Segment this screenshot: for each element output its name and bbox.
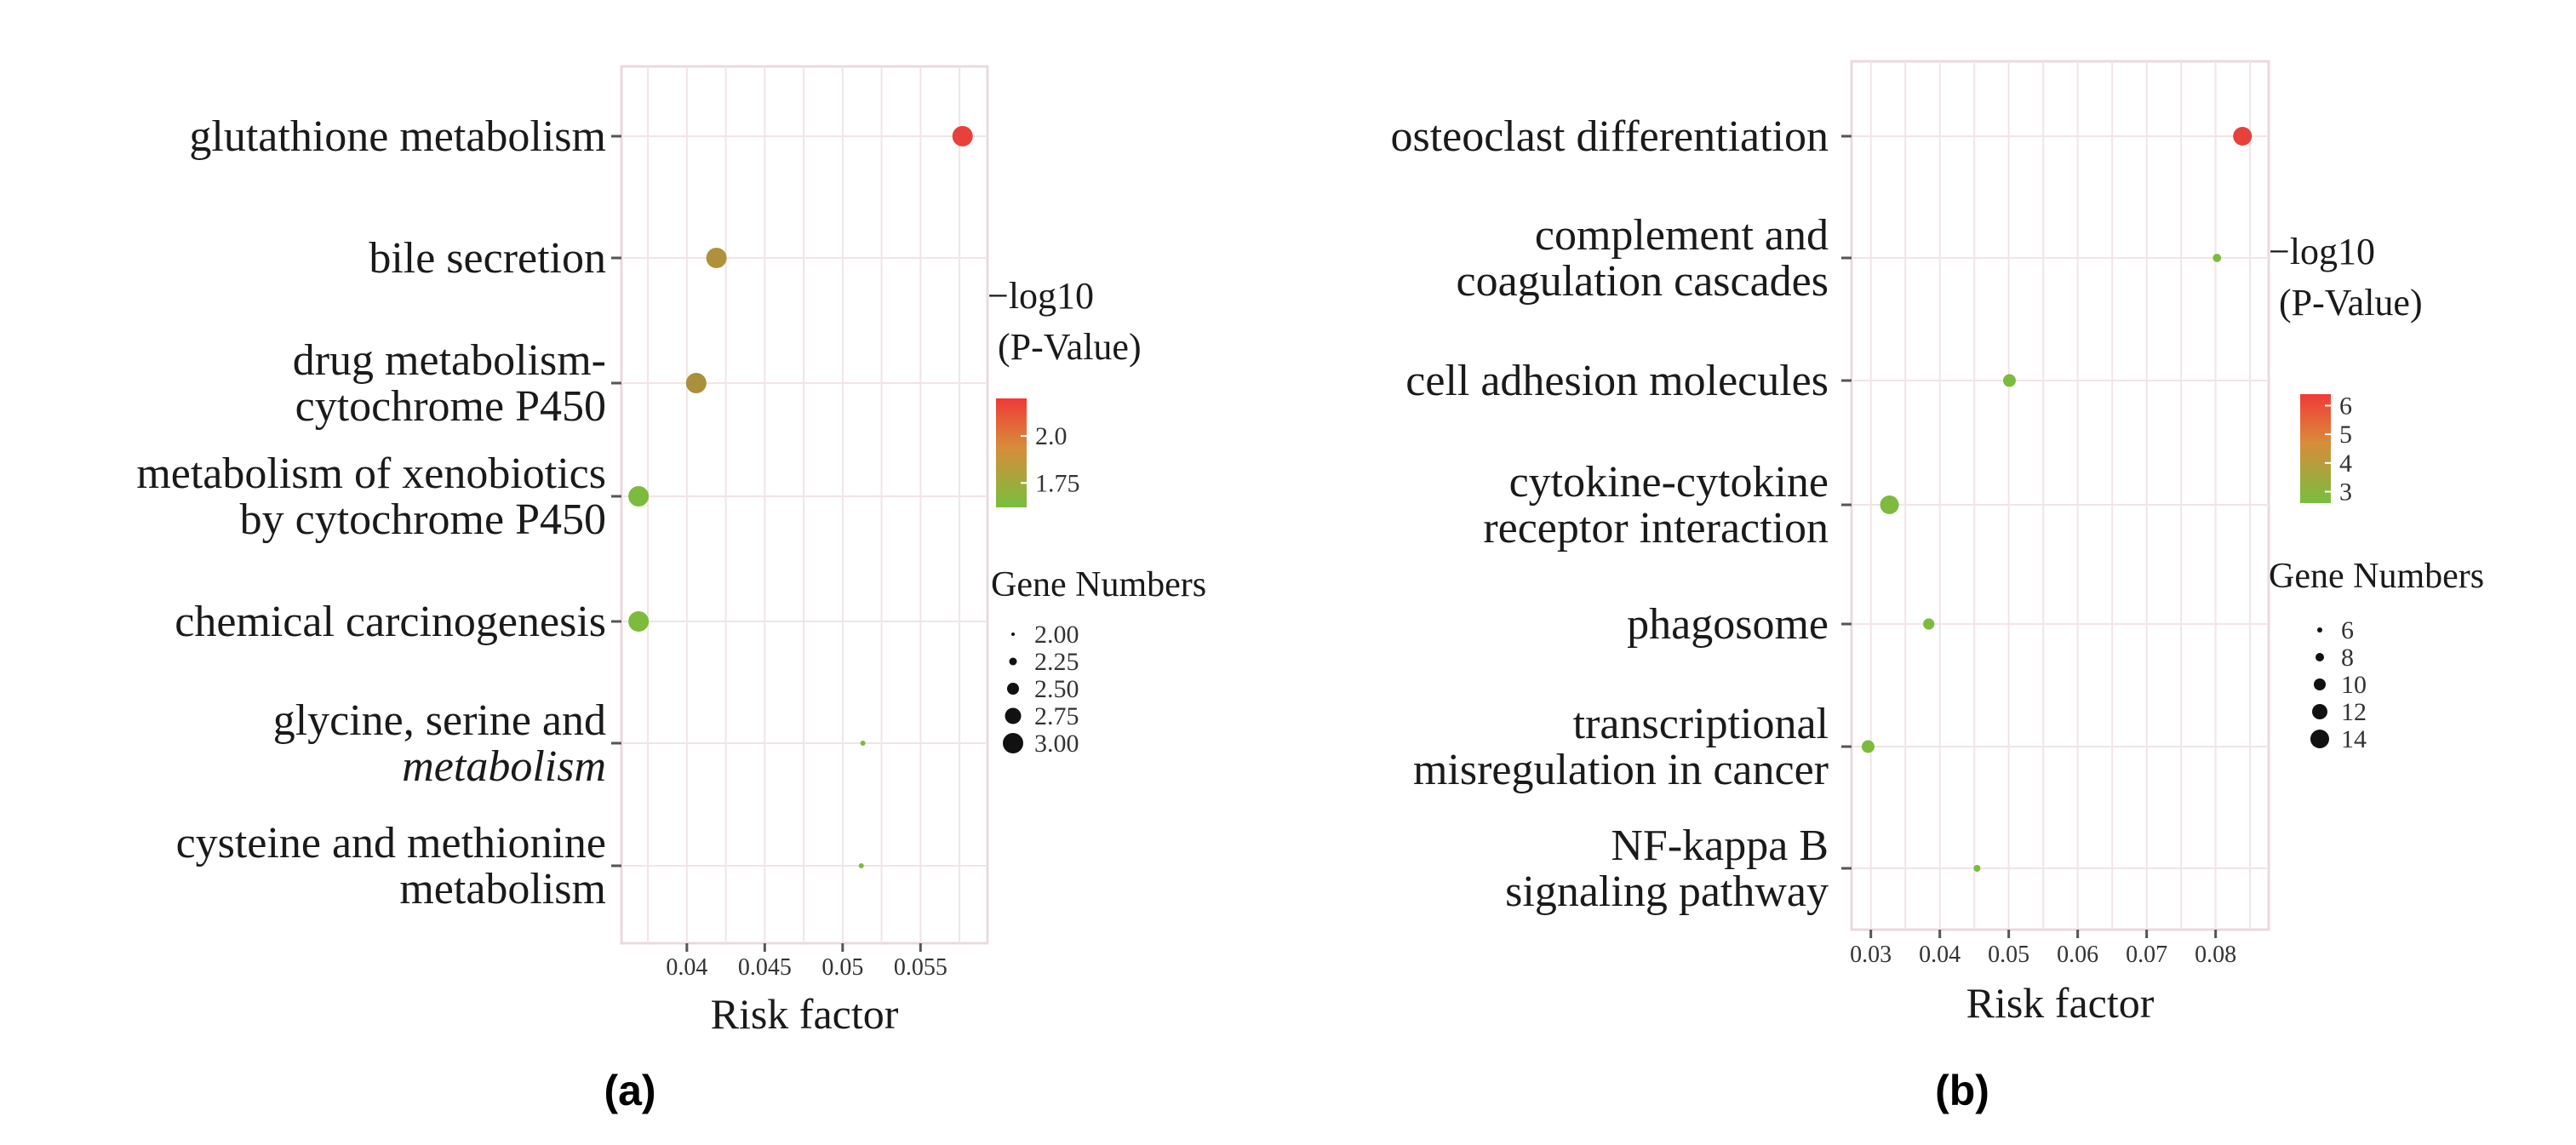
size-legend-label: 14 [2341,725,2367,753]
category-label: NF-kappa B [1611,822,1829,870]
chart-panel-b: 0.03 0.04 0.05 0.06 0.07 0.08 osteoclast diffe… [1390,60,2484,1114]
size-legend-label: 2.00 [1034,621,1079,649]
category-label: cell adhesion molecules [1405,357,1829,405]
category-label: cysteine and methionine [176,819,606,867]
size-legend-label: 12 [2341,698,2367,726]
x-tick-label: 0.06 [2057,942,2098,968]
x-axis-label: Risk factor [711,990,899,1038]
category-label: drug metabolism- [293,336,606,385]
colorbar-title: (P-Value) [998,326,1142,368]
size-legend-label: 2.25 [1034,648,1079,676]
colorbar-title: (P-Value) [2279,282,2423,323]
size-legend-dot [1007,683,1019,695]
data-point [2233,127,2253,146]
plot-area [1850,60,2270,931]
size-legend-label: 2.50 [1034,675,1079,703]
data-point [952,126,973,146]
data-point [628,611,650,632]
gridlines [1852,61,2269,930]
size-legend-dot [2314,678,2326,690]
data-point [1923,618,1935,630]
category-label: cytokine-cytokine [1509,458,1829,507]
panel-label: (a) [604,1067,655,1114]
category-label: chemical carcinogenesis [175,598,606,646]
x-tick-label: 0.05 [821,954,863,981]
category-label: osteoclast differentiation [1390,112,1829,161]
size-legend-dot [1009,657,1017,666]
category-label: metabolism [399,865,606,913]
data-point [1861,740,1875,753]
data-point [628,486,650,507]
x-tick-label: 0.045 [738,954,792,981]
data-point [1880,495,1899,514]
x-axis-label: Risk factor [1966,979,2155,1027]
category-label: complement and [1535,211,1829,260]
category-label: receptor interaction [1483,504,1829,552]
size-legend-label: 10 [2341,671,2367,699]
data-point [860,741,866,746]
data-point [2002,374,2016,387]
x-tick-label: 0.04 [1919,942,1961,968]
data-point [1973,865,1981,872]
category-label: glycine, serine and [273,696,606,745]
colorbar-title: −log10 [2269,231,2375,272]
data-point [706,248,727,268]
colorbar-tick-label: 5 [2339,421,2352,449]
x-tick-label: 0.03 [1850,942,1892,968]
x-tick-label: 0.04 [666,954,707,981]
category-label: metabolism of xenobiotics [136,449,606,498]
size-legend-title: Gene Numbers [991,565,1206,604]
x-tick-label: 0.07 [2126,942,2167,968]
category-label: glutathione metabolism [189,112,606,161]
colorbar-tick-label: 3 [2339,478,2352,507]
size-legend-dot [2316,653,2324,661]
size-legend-dot [2317,627,2322,633]
size-legend-dot [1005,707,1022,724]
category-label: phagosome [1627,600,1829,649]
size-legend-label: 8 [2341,644,2354,672]
colorbar-tick-label: 6 [2339,392,2352,420]
category-label: transcriptional [1573,700,1829,748]
category-label: coagulation cascades [1457,257,1829,306]
size-legend-dot [1003,733,1023,753]
colorbar-title: −log10 [987,275,1094,317]
size-legend-label: 3.00 [1034,730,1079,758]
data-point [2212,254,2222,262]
size-legend-dot [2310,730,2329,748]
category-label: metabolism [402,742,606,791]
category-label: signaling pathway [1505,867,1829,916]
colorbar-tick-label: 1.75 [1035,469,1080,497]
category-label: by cytochrome P450 [240,495,606,544]
size-legend-dot [2312,704,2327,719]
size-legend-label: 2.75 [1034,702,1079,730]
x-tick-label: 0.08 [2195,942,2236,968]
size-legend-label: 6 [2341,616,2354,644]
chart-panel-a: 0.04 0.045 0.05 0.055 glutathione metabolism… [136,65,1206,1114]
data-point [685,373,707,393]
colorbar-tick-label: 2.0 [1035,422,1068,450]
panel-label: (b) [1935,1067,1989,1114]
x-tick-label: 0.05 [1988,942,2029,968]
gridlines [621,66,987,943]
x-tick-label: 0.055 [894,954,947,981]
data-point [858,863,864,868]
colorbar [996,398,1027,507]
size-legend-dot [1011,633,1015,636]
size-legend-title: Gene Numbers [2269,557,2484,596]
colorbar [2300,394,2331,503]
category-label: misregulation in cancer [1413,746,1829,794]
colorbar-tick-label: 4 [2339,449,2352,478]
category-label: bile secretion [369,234,606,283]
category-label: cytochrome P450 [295,382,606,431]
